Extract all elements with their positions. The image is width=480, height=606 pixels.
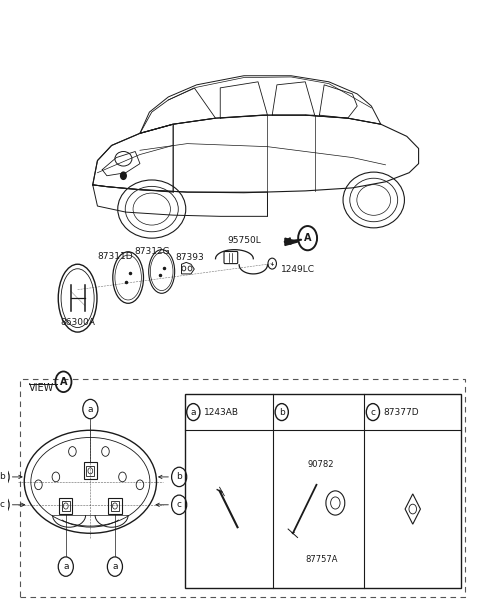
Text: a: a [191,408,196,416]
Text: A: A [304,233,312,243]
Bar [86,466,95,476]
Bar [111,501,119,511]
Polygon shape [285,238,298,245]
Text: a: a [112,562,118,571]
Text: 87311D: 87311D [97,251,133,261]
Text: 95750L: 95750L [227,236,261,245]
Circle shape [120,172,126,179]
Text: c: c [177,501,181,509]
Text: 87393: 87393 [175,253,204,262]
Text: c: c [371,408,375,416]
Bar [62,501,70,511]
Text: 1243AB: 1243AB [204,408,239,416]
Text: 87312G: 87312G [134,247,169,256]
Text: a: a [88,405,93,413]
Text: 1249LC: 1249LC [281,265,315,274]
Text: A: A [60,377,67,387]
Bar [108,498,121,514]
Text: b: b [0,473,4,481]
Text: 87757A: 87757A [305,555,337,564]
Text: VIEW: VIEW [29,383,54,393]
Text: c: c [0,501,4,509]
Text: 90782: 90782 [308,461,335,470]
Bar [185,394,461,588]
Bar [59,498,72,514]
Text: b: b [176,473,182,481]
Text: a: a [63,562,69,571]
Text: 87377D: 87377D [384,408,419,416]
Bar [84,462,97,479]
Bar [20,379,465,597]
Text: b: b [279,408,285,416]
Text: 86300A: 86300A [60,318,95,327]
